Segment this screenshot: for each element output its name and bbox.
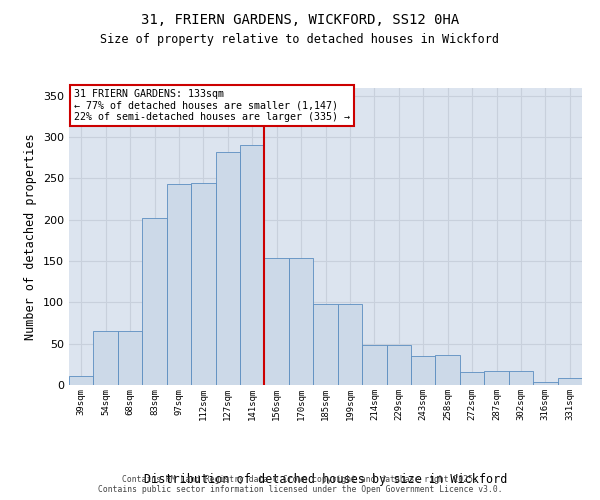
Bar [142,218,167,385]
Bar [69,376,94,385]
Bar [265,258,289,385]
Bar [338,304,362,385]
Bar [484,371,509,385]
Bar [289,258,313,385]
Text: Contains HM Land Registry data © Crown copyright and database right 2025.
Contai: Contains HM Land Registry data © Crown c… [98,474,502,494]
Bar [411,356,436,385]
Bar [533,382,557,385]
Bar [215,152,240,385]
Text: 31 FRIERN GARDENS: 133sqm
← 77% of detached houses are smaller (1,147)
22% of se: 31 FRIERN GARDENS: 133sqm ← 77% of detac… [74,89,350,122]
Text: Size of property relative to detached houses in Wickford: Size of property relative to detached ho… [101,32,499,46]
Bar [240,144,265,385]
Bar [191,184,215,385]
Bar [94,332,118,385]
Bar [362,344,386,385]
Text: 31, FRIERN GARDENS, WICKFORD, SS12 0HA: 31, FRIERN GARDENS, WICKFORD, SS12 0HA [141,12,459,26]
Bar [386,346,411,385]
Bar [460,372,484,385]
Y-axis label: Number of detached properties: Number of detached properties [25,133,37,340]
Bar [509,371,533,385]
Bar [167,184,191,385]
Bar [313,304,338,385]
Bar [557,378,582,385]
Bar [118,332,142,385]
X-axis label: Distribution of detached houses by size in Wickford: Distribution of detached houses by size … [144,473,507,486]
Bar [436,355,460,385]
